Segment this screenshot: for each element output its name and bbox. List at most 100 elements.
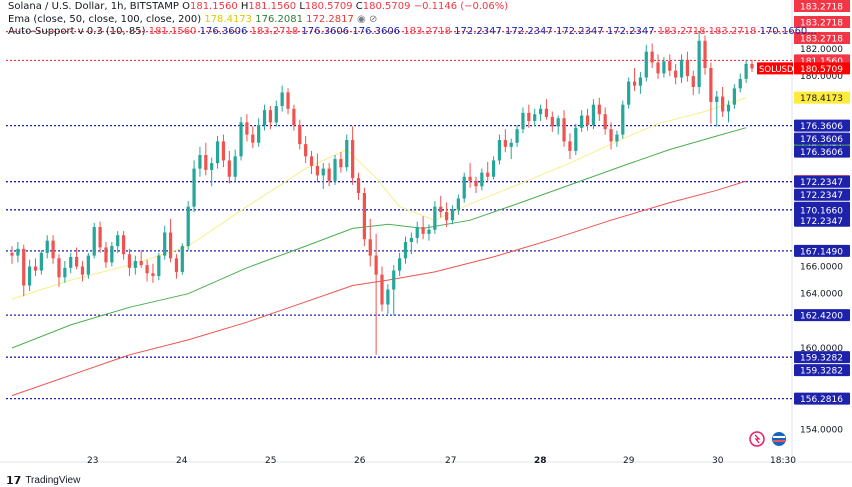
candle-body[interactable] <box>738 78 742 89</box>
candle-body[interactable] <box>362 193 366 240</box>
candle-body[interactable] <box>45 240 49 253</box>
candle-body[interactable] <box>74 256 79 267</box>
candle-body[interactable] <box>685 59 690 77</box>
candle-body[interactable] <box>110 246 114 263</box>
candle-body[interactable] <box>703 40 707 68</box>
candle-body[interactable] <box>568 141 572 151</box>
candle-body[interactable] <box>98 227 102 248</box>
candle-body[interactable] <box>468 176 472 181</box>
candle-body[interactable] <box>298 125 302 145</box>
candle-body[interactable] <box>333 159 337 181</box>
candle-body[interactable] <box>57 258 61 278</box>
candle-body[interactable] <box>292 108 296 126</box>
candle-body[interactable] <box>63 267 67 278</box>
candle-body[interactable] <box>415 227 419 238</box>
candle-body[interactable] <box>533 114 537 121</box>
candle-body[interactable] <box>538 108 543 115</box>
eye-icon[interactable]: ◉ <box>357 14 366 25</box>
candle-body[interactable] <box>262 110 267 126</box>
candle-body[interactable] <box>80 266 85 275</box>
candle-body[interactable] <box>268 110 273 123</box>
candle-body[interactable] <box>627 81 631 105</box>
candle-body[interactable] <box>709 67 713 102</box>
candle-body[interactable] <box>668 61 672 71</box>
candle-body[interactable] <box>750 63 754 69</box>
candle-body[interactable] <box>233 156 237 177</box>
candle-body[interactable] <box>198 154 202 169</box>
candle-body[interactable] <box>615 134 619 142</box>
candle-body[interactable] <box>744 63 748 79</box>
candle-body[interactable] <box>345 140 349 168</box>
candle-body[interactable] <box>462 176 466 199</box>
candle-body[interactable] <box>327 168 331 181</box>
candle-body[interactable] <box>574 127 578 151</box>
candle-body[interactable] <box>433 206 437 230</box>
candle-body[interactable] <box>486 172 490 177</box>
candle-body[interactable] <box>215 141 220 164</box>
candle-body[interactable] <box>674 70 678 78</box>
candle-body[interactable] <box>450 209 455 221</box>
candle-body[interactable] <box>51 240 55 259</box>
candle-body[interactable] <box>133 261 137 268</box>
candle-body[interactable] <box>321 168 325 176</box>
candle-body[interactable] <box>286 92 290 109</box>
candle-body[interactable] <box>439 206 443 213</box>
candle-body[interactable] <box>168 232 173 259</box>
candle-body[interactable] <box>239 122 243 157</box>
hidden-icon[interactable]: ⊘ <box>368 14 378 25</box>
candle-body[interactable] <box>163 232 167 256</box>
candle-body[interactable] <box>356 178 361 194</box>
candle-body[interactable] <box>315 165 320 176</box>
candle-body[interactable] <box>427 229 431 234</box>
candle-body[interactable] <box>174 258 179 272</box>
candle-body[interactable] <box>474 180 478 187</box>
flag-icon[interactable] <box>772 432 786 446</box>
candle-body[interactable] <box>157 255 161 276</box>
candle-body[interactable] <box>204 154 208 170</box>
candle-body[interactable] <box>656 62 660 74</box>
candle-body[interactable] <box>104 247 108 263</box>
candle-body[interactable] <box>192 168 196 207</box>
candle-body[interactable] <box>280 92 284 107</box>
candle-body[interactable] <box>151 273 155 276</box>
candle-body[interactable] <box>650 51 654 63</box>
candle-body[interactable] <box>309 156 314 166</box>
candle-body[interactable] <box>127 254 132 268</box>
candle-body[interactable] <box>386 289 390 305</box>
candle-body[interactable] <box>691 76 695 88</box>
candle-body[interactable] <box>638 77 643 86</box>
legend-ema-line[interactable]: Ema (close, 50, close, 100, close, 200) … <box>8 14 377 25</box>
candle-body[interactable] <box>257 125 261 143</box>
candle-body[interactable] <box>591 104 596 126</box>
candle-body[interactable] <box>351 140 355 179</box>
candle-body[interactable] <box>550 116 554 127</box>
candle-body[interactable] <box>86 255 90 275</box>
candle-body[interactable] <box>368 239 372 256</box>
candle-body[interactable] <box>480 172 484 187</box>
candle-body[interactable] <box>603 114 607 130</box>
candle-body[interactable] <box>39 252 43 271</box>
candle-body[interactable] <box>304 144 308 157</box>
candle-body[interactable] <box>721 96 725 112</box>
candle-body[interactable] <box>497 140 502 161</box>
candle-body[interactable] <box>10 252 14 256</box>
candle-body[interactable] <box>145 265 149 274</box>
candle-body[interactable] <box>521 112 525 130</box>
candle-body[interactable] <box>374 255 378 275</box>
candle-body[interactable] <box>562 118 566 142</box>
candle-body[interactable] <box>92 227 96 256</box>
legend-auto-support-line[interactable]: Auto-Support v 0.3 (10, 85) 181.1560 176… <box>8 26 817 37</box>
candle-body[interactable] <box>33 266 38 271</box>
candle-body[interactable] <box>28 266 32 286</box>
candle-body[interactable] <box>632 81 637 86</box>
candle-body[interactable] <box>403 241 408 259</box>
candle-body[interactable] <box>221 141 226 161</box>
candle-body[interactable] <box>732 88 736 105</box>
candle-body[interactable] <box>245 122 249 135</box>
candle-body[interactable] <box>16 248 20 256</box>
candle-body[interactable] <box>339 159 343 168</box>
candle-body[interactable] <box>139 261 143 266</box>
candle-body[interactable] <box>697 40 701 88</box>
candle-body[interactable] <box>515 129 519 143</box>
candle-body[interactable] <box>527 112 531 121</box>
